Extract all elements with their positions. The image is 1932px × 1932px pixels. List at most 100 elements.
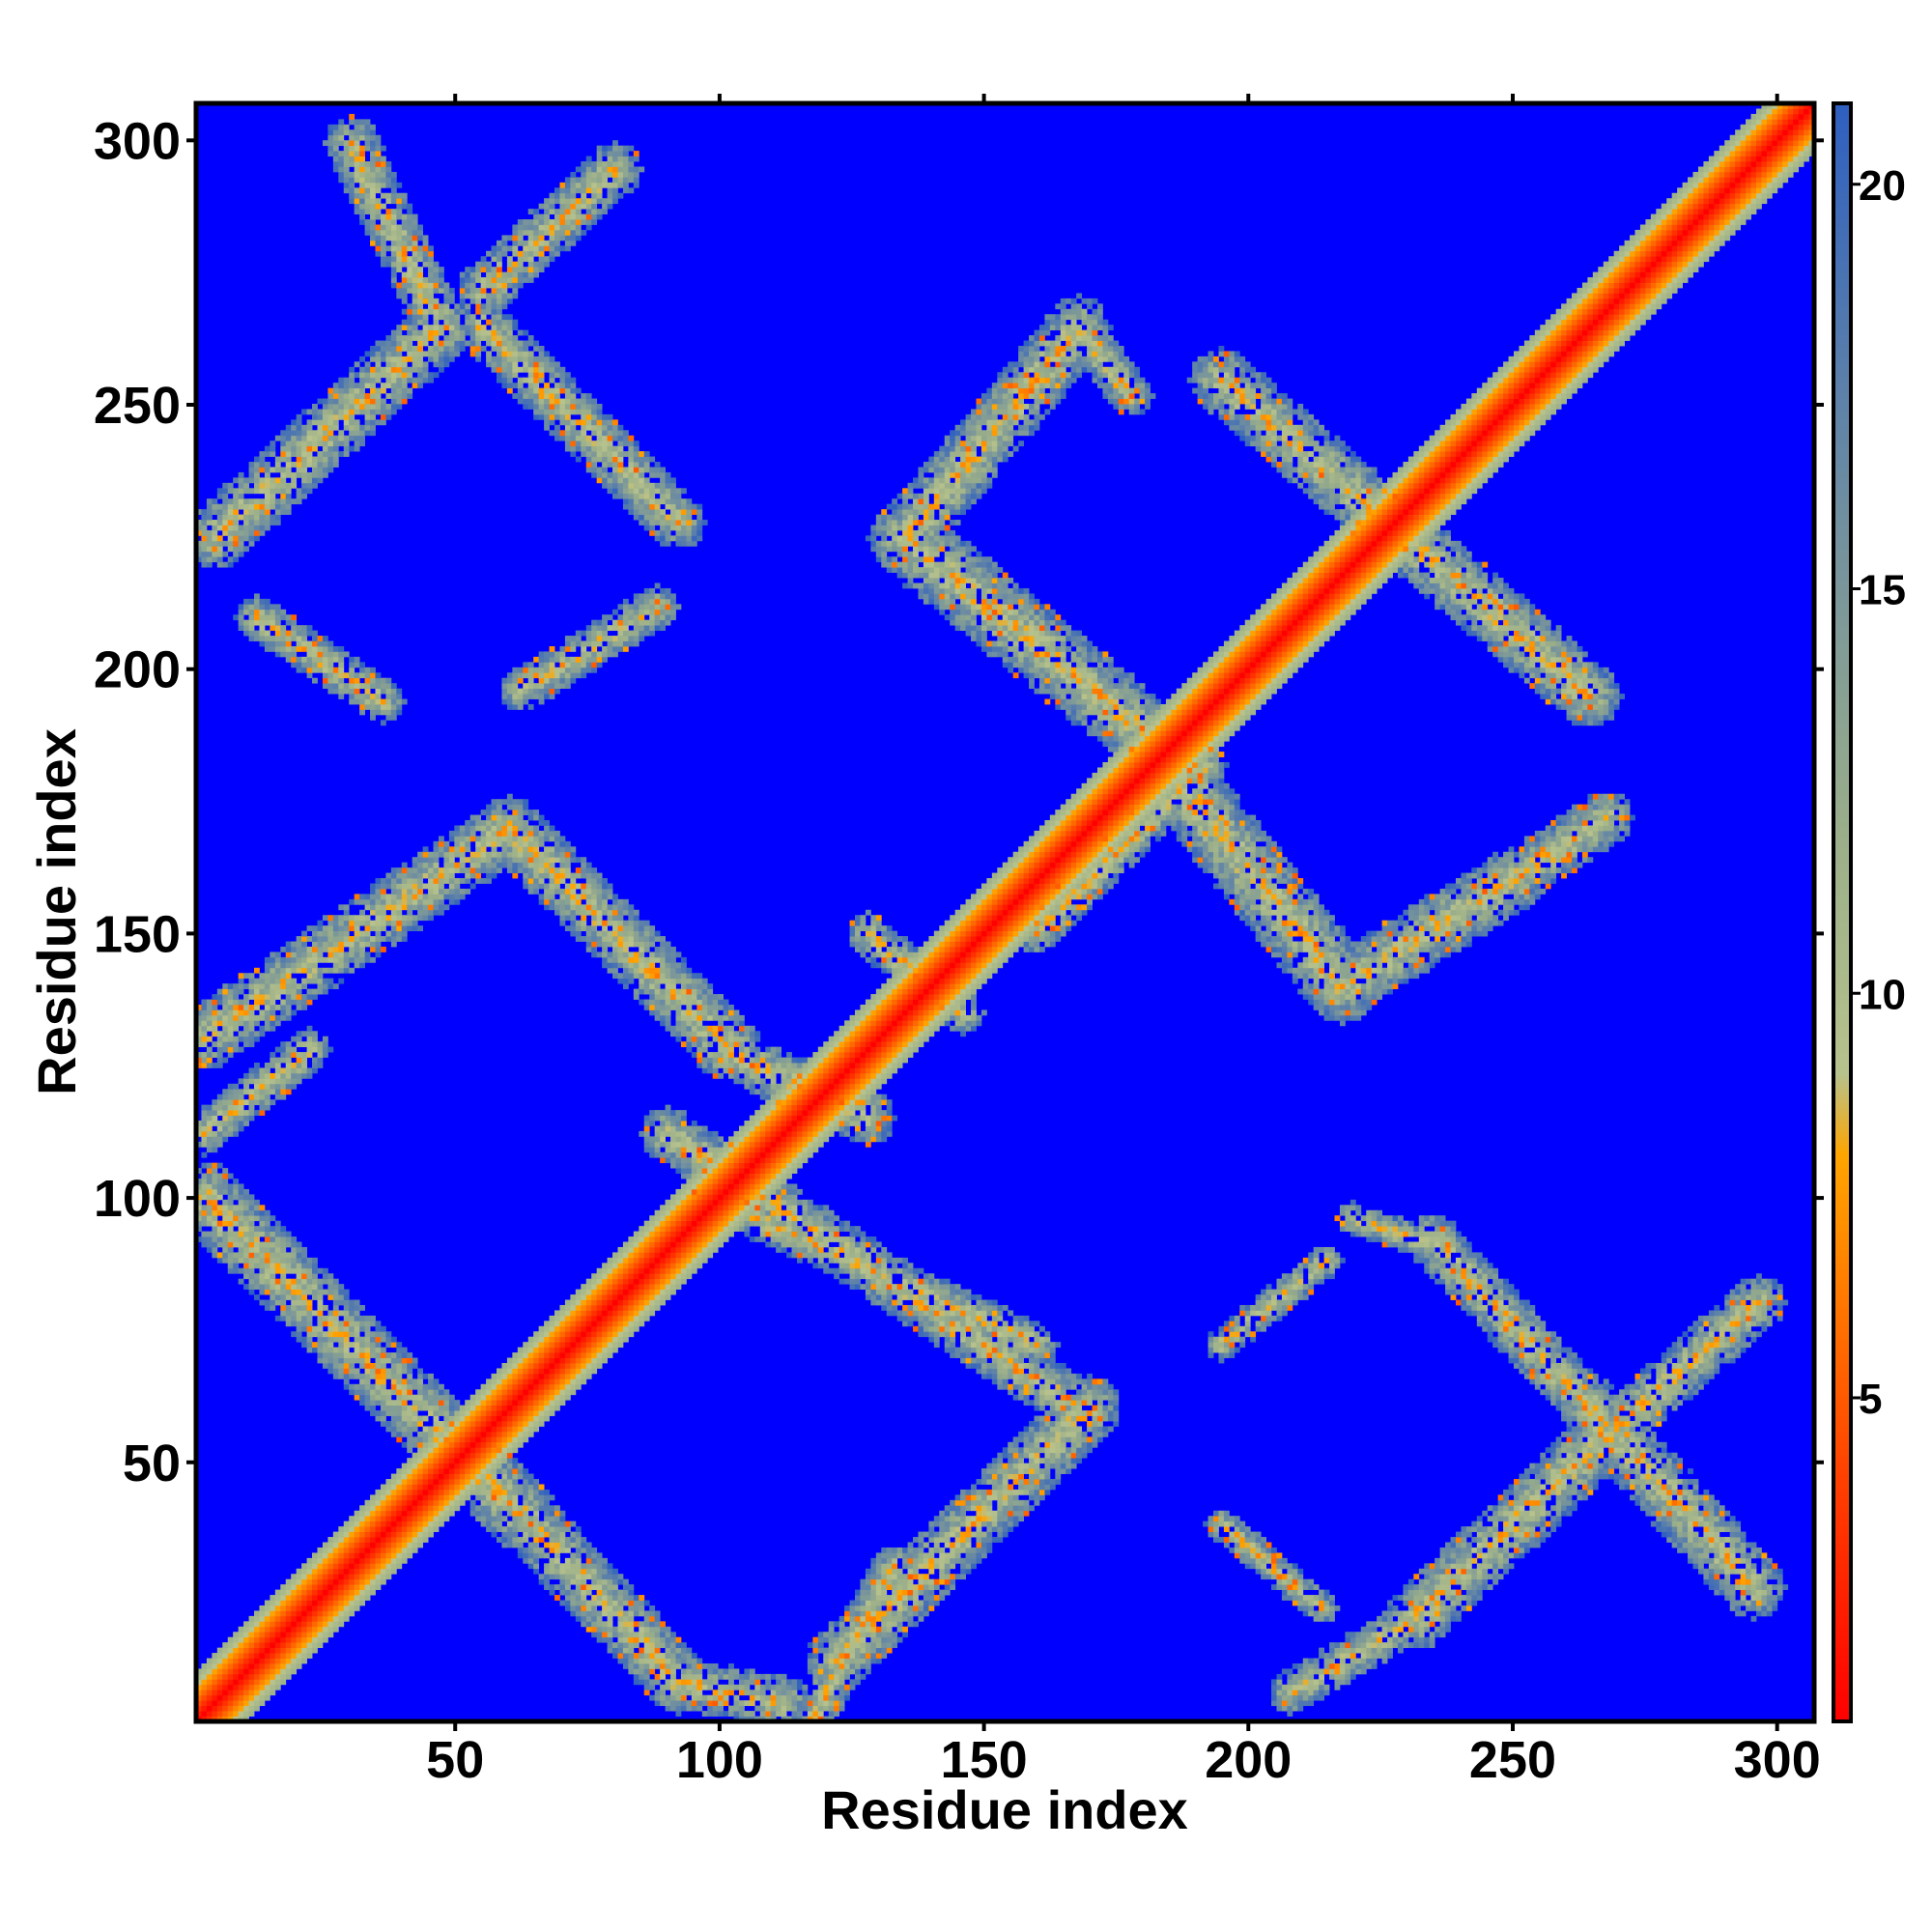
heatmap-cell [306, 1304, 313, 1311]
heatmap-cell [454, 1499, 461, 1506]
heatmap-cell [486, 862, 492, 868]
heatmap-cell [270, 1289, 276, 1295]
heatmap-cell [248, 1236, 255, 1242]
heatmap-cell [465, 1458, 471, 1464]
heatmap-cell [349, 1299, 355, 1306]
heatmap-cell [380, 156, 386, 162]
heatmap-cell [380, 720, 386, 726]
heatmap-cell [338, 1336, 345, 1343]
heatmap-cell [428, 1389, 434, 1396]
heatmap-cell [216, 551, 223, 557]
heatmap-cell [201, 561, 208, 568]
heatmap-cell [243, 1121, 249, 1126]
heatmap-cell [538, 851, 545, 858]
heatmap-cell [549, 857, 555, 864]
heatmap-cell [501, 245, 508, 252]
heatmap-cell [291, 1574, 298, 1580]
heatmap-cell [206, 1231, 213, 1237]
heatmap-cell [390, 393, 397, 399]
heatmap-cell [238, 1700, 244, 1707]
heatmap-cell [448, 1479, 455, 1485]
heatmap-cell [264, 462, 270, 468]
heatmap-cell [506, 1415, 513, 1422]
heatmap-cell [496, 277, 502, 283]
heatmap-cell [201, 1215, 208, 1222]
heatmap-cell [517, 1415, 524, 1422]
heatmap-cell [301, 1067, 307, 1074]
heatmap-cell [359, 1542, 365, 1548]
heatmap-cell [512, 1473, 519, 1480]
heatmap-cell [312, 956, 318, 963]
heatmap-cell [443, 293, 450, 299]
heatmap-cell [370, 1589, 376, 1596]
heatmap-cell [238, 503, 244, 510]
heatmap-cell [428, 1489, 434, 1495]
heatmap-cell [201, 514, 208, 521]
heatmap-cell [285, 962, 292, 969]
heatmap-cell [475, 1489, 482, 1495]
heatmap-cell [401, 224, 408, 231]
heatmap-cell [312, 656, 318, 663]
heatmap-cell [312, 1046, 318, 1053]
heatmap-cell [264, 1094, 270, 1100]
heatmap-cell [322, 1636, 328, 1643]
heatmap-cell [259, 1621, 266, 1628]
heatmap-cell [296, 1246, 302, 1253]
heatmap-cell [264, 1231, 270, 1237]
heatmap-cell [354, 1389, 360, 1396]
heatmap-cell [296, 983, 302, 990]
heatmap-cell [512, 672, 519, 679]
heatmap-cell [274, 1067, 281, 1074]
heatmap-cell [312, 419, 318, 426]
heatmap-cell [370, 1542, 376, 1548]
heatmap-cell [512, 1510, 519, 1517]
heatmap-cell [380, 229, 386, 236]
heatmap-cell [375, 1383, 382, 1390]
heatmap-cell [227, 1241, 234, 1248]
heatmap-cell [506, 804, 513, 810]
heatmap-cell [412, 894, 418, 900]
heatmap-cell [317, 1589, 324, 1596]
heatmap-cell [291, 1615, 298, 1622]
heatmap-cell [465, 1452, 471, 1459]
heatmap-cell [359, 203, 365, 210]
heatmap-cell [285, 1321, 292, 1327]
heatmap-cell [412, 1520, 418, 1527]
heatmap-cell [375, 1520, 382, 1527]
heatmap-cell [506, 277, 513, 283]
heatmap-cell [270, 1025, 276, 1032]
heatmap-cell [327, 1568, 334, 1575]
heatmap-cell [354, 1520, 360, 1527]
heatmap-cell [259, 514, 266, 521]
heatmap-cell [264, 956, 270, 963]
heatmap-cell [380, 409, 386, 415]
heatmap-cell [501, 293, 508, 299]
heatmap-cell [238, 514, 244, 521]
heatmap-cell [212, 1009, 218, 1016]
heatmap-cell [349, 177, 355, 184]
heatmap-cell [512, 1394, 519, 1401]
heatmap-cell [527, 398, 534, 405]
heatmap-cell [496, 1447, 502, 1454]
heatmap-cell [417, 1505, 424, 1512]
heatmap-cell [264, 988, 270, 995]
heatmap-cell [433, 1452, 440, 1459]
heatmap-cell [501, 688, 508, 695]
heatmap-cell [233, 1104, 240, 1111]
heatmap-cell [512, 1378, 519, 1385]
heatmap-cell [274, 956, 281, 963]
heatmap-cell [469, 325, 476, 331]
heatmap-cell [480, 1505, 487, 1512]
heatmap-cell [417, 867, 424, 873]
heatmap-cell [227, 1653, 234, 1659]
heatmap-cell [216, 1653, 223, 1659]
heatmap-cell [506, 293, 513, 299]
heatmap-cell [480, 810, 487, 815]
heatmap-cell [549, 1531, 555, 1538]
heatmap-cell [332, 393, 339, 399]
heatmap-cell [380, 245, 386, 252]
heatmap-cell [349, 1331, 355, 1338]
heatmap-cell [370, 1494, 376, 1501]
heatmap-cell [417, 271, 424, 278]
heatmap-cell [243, 1220, 249, 1227]
